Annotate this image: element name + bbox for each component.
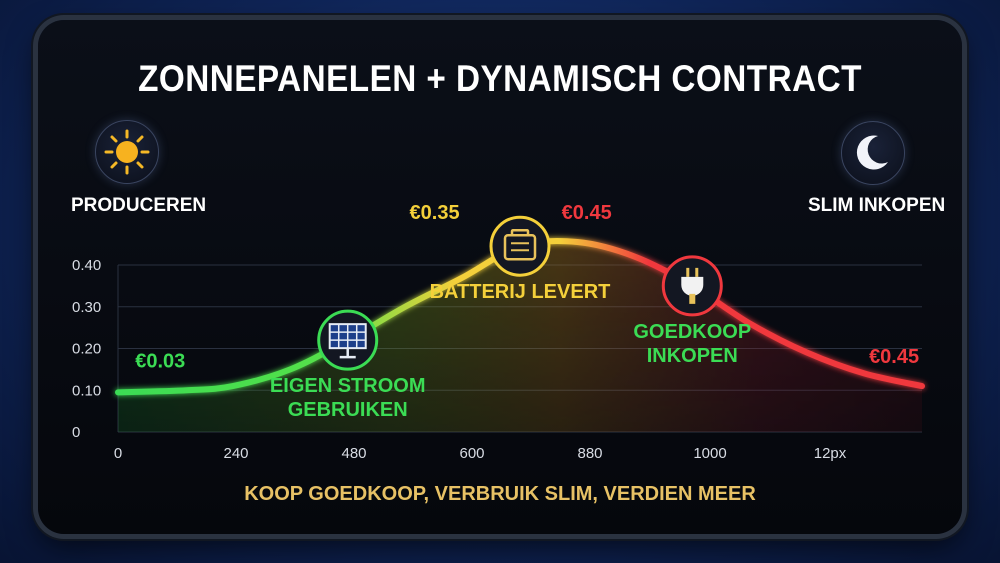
x-tick-label: 12px — [814, 445, 847, 462]
x-tick-label: 1000 — [693, 445, 726, 462]
annotation-label: GOEDKOOP — [633, 321, 751, 343]
moon-icon-badge — [841, 121, 905, 185]
annotation-label: EIGEN STROOM — [270, 375, 426, 397]
right-corner-label: SLIM INKOPEN — [808, 195, 946, 216]
area-layer — [118, 241, 922, 432]
x-tick-label: 480 — [341, 445, 366, 462]
price-label: €0.35 — [410, 202, 460, 224]
page-title: ZONNEPANELEN + DYNAMISCH CONTRACT — [138, 58, 862, 99]
plug-icon — [661, 255, 723, 317]
sun-icon-badge — [95, 120, 159, 184]
price-label: €0.03 — [135, 350, 185, 372]
icon-layer — [317, 215, 723, 371]
price-label: €0.45 — [562, 202, 612, 224]
solar-panel-icon — [317, 309, 379, 371]
battery-icon — [489, 215, 551, 277]
x-tick-label: 880 — [577, 445, 602, 462]
x-tick-label: 600 — [459, 445, 484, 462]
price-area-fill — [118, 241, 922, 432]
annotation-label: GEBRUIKEN — [288, 399, 408, 421]
subtitle: KOOP GOEDKOOP, VERBRUIK SLIM, VERDIEN ME… — [244, 483, 756, 505]
label-layer: €0.03 €0.35 €0.45 €0.45 EIGEN STROOMGEBRUIKE… — [135, 202, 919, 421]
price-label: €0.45 — [869, 346, 919, 368]
x-tick-label: 240 — [223, 445, 248, 462]
moon-icon — [856, 135, 888, 170]
y-tick-label: 0.30 — [72, 299, 101, 316]
y-tick-label: 0.40 — [72, 257, 101, 274]
y-tick-label: 0.10 — [72, 382, 101, 399]
sun-icon — [104, 129, 150, 175]
tick-layer: 0 0.10 0.20 0.30 0.40 0 240 480 600 880 1000 12px — [72, 257, 847, 462]
y-tick-label: 0 — [72, 424, 80, 441]
left-corner-label: PRODUCEREN — [71, 195, 207, 216]
annotation-label: INKOPEN — [647, 345, 738, 367]
annotation-label: BATTERIJ LEVERT — [430, 281, 611, 303]
y-tick-label: 0.20 — [72, 341, 101, 358]
x-tick-label: 0 — [114, 445, 122, 462]
